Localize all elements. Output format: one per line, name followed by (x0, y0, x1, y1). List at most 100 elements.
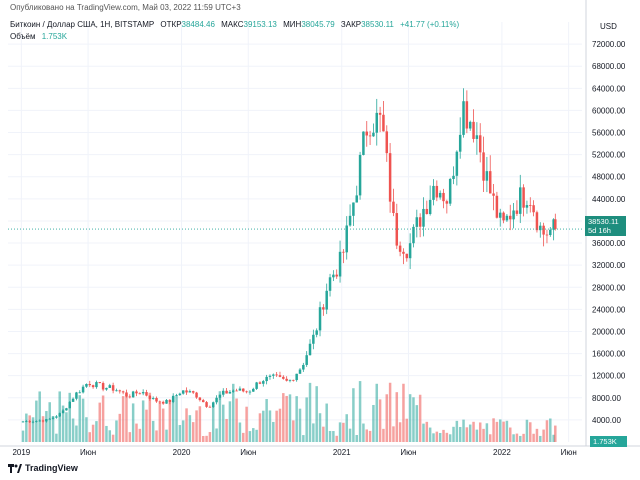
candle-body (78, 392, 81, 394)
candle-body (368, 135, 372, 137)
candle-body (245, 391, 248, 393)
volume-bar (478, 422, 482, 442)
volume-bar (519, 435, 522, 442)
x-tick-label: Июн (561, 448, 577, 457)
candle-body (462, 101, 465, 135)
candle-body (191, 391, 195, 393)
volume-bar (392, 426, 395, 442)
volume-bar (175, 396, 178, 442)
candle-body (512, 210, 515, 220)
symbol-title: Биткоин / Доллар США, 1Н, BITSTAMP (10, 20, 155, 29)
candle-body (375, 112, 379, 133)
volume-bar (185, 408, 188, 442)
candle-body (392, 201, 395, 214)
volume-bar (368, 430, 372, 442)
candle-body (155, 397, 158, 402)
volume-bar (171, 397, 175, 442)
volume-bar (522, 433, 525, 442)
volume-bar (432, 433, 435, 442)
candle-body (405, 253, 409, 259)
volume-bar (545, 420, 549, 442)
volume-bar (88, 432, 92, 442)
volume-bar (458, 426, 462, 442)
symbol-legend: Биткоин / Доллар США, 1Н, BITSTAMP ОТКР3… (10, 20, 459, 29)
volume-bar (195, 410, 198, 442)
volume-bar (549, 418, 552, 442)
candle-body (335, 274, 338, 277)
y-tick-label: 20000.00 (592, 327, 626, 336)
candle-body (105, 387, 108, 390)
volume-bar (265, 399, 268, 442)
volume-bar (108, 430, 112, 442)
last-volume-tag: 1.753K (590, 436, 627, 447)
candle-body (282, 376, 285, 379)
volume-bar (375, 383, 379, 442)
candle-body (402, 251, 405, 254)
volume-bar (495, 421, 499, 442)
y-tick-label: 68000.00 (592, 62, 626, 71)
candle-body (475, 135, 479, 139)
volume-bar (325, 403, 328, 442)
volume-bar (529, 422, 532, 442)
bar-countdown: 5d 16h (588, 226, 611, 235)
candle-body (322, 307, 325, 310)
candle-body (225, 390, 228, 394)
candle-body (552, 219, 555, 230)
volume-bar (305, 397, 308, 442)
volume-bar (28, 415, 31, 442)
volume-bar (118, 413, 122, 442)
candle-body (71, 398, 75, 402)
volume-bar (428, 427, 432, 442)
brand-footer[interactable]: TradingView (8, 463, 78, 473)
candle-body (295, 373, 298, 381)
volume-bar (191, 422, 195, 442)
candle-body (81, 386, 85, 393)
volume-bar (31, 417, 35, 442)
candle-body (535, 212, 539, 231)
candle-body (448, 178, 452, 204)
low-value: 38045.79 (301, 20, 335, 29)
candle-body (485, 171, 489, 181)
volume-bar (465, 427, 469, 442)
candle-body (108, 385, 112, 388)
volume-bar (482, 428, 485, 442)
volume-bar (445, 432, 449, 442)
volume-bar (95, 421, 98, 442)
volume-bar (365, 429, 368, 442)
candle-body (532, 205, 535, 213)
candle-body (145, 392, 148, 396)
volume-bar (492, 418, 495, 442)
volume-bar (141, 400, 145, 442)
volume-bar (35, 400, 38, 442)
volume-bar (248, 431, 252, 442)
volume-bar (472, 421, 475, 442)
volume-bar (148, 392, 152, 442)
volume-bar (228, 401, 232, 442)
candle-body (468, 121, 472, 129)
candle-body (235, 390, 238, 392)
volume-bar (78, 395, 81, 442)
candle-body (492, 193, 495, 196)
y-tick-label: 48000.00 (592, 173, 626, 182)
candle-body (545, 234, 549, 236)
candle-body (482, 152, 485, 181)
candle-body (181, 390, 185, 394)
volume-bar (509, 427, 512, 442)
candle-body (222, 390, 225, 395)
volume-bar (101, 395, 105, 442)
volume-bar (328, 430, 332, 442)
candle-body (539, 225, 542, 231)
candle-body (408, 243, 412, 259)
low-label: МИН (283, 20, 302, 29)
volume-bar (25, 413, 28, 442)
volume-bar (41, 416, 45, 442)
candle-body (65, 408, 68, 411)
candle-body (158, 401, 162, 403)
volume-bar (452, 426, 455, 442)
volume-bar (298, 408, 302, 442)
y-tick-label: 56000.00 (592, 129, 626, 138)
candle-body (495, 195, 499, 218)
volume-bar (222, 404, 225, 442)
volume-bar (75, 425, 78, 442)
